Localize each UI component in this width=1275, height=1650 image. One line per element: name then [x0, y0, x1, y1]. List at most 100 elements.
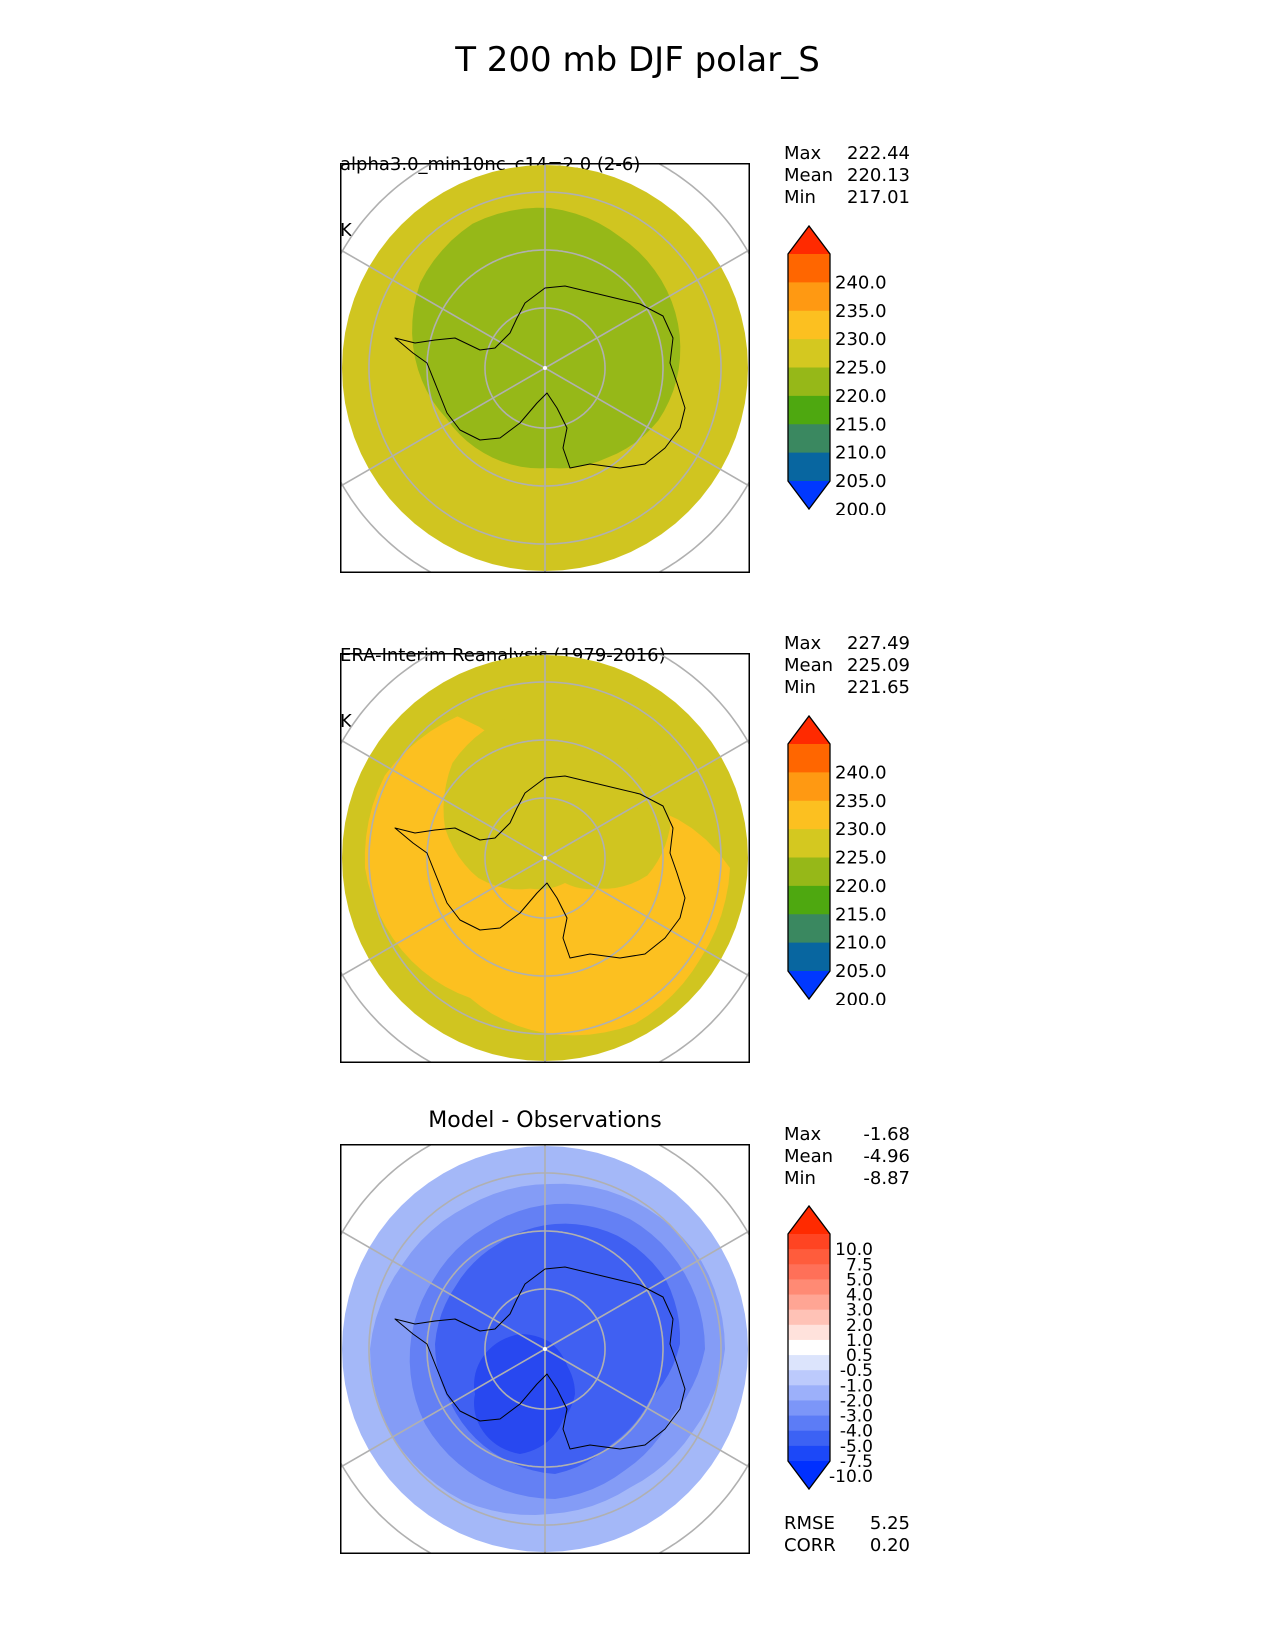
model-cb-tick-label: 215.0 — [835, 414, 887, 435]
obs-contour-band-2 — [443, 711, 670, 890]
diff-cb-color-segment-1 — [788, 1234, 830, 1250]
obs-cb-color-segment-3 — [788, 800, 830, 830]
diff-stats: Max -1.68 Mean -4.96 Min -8.87 — [784, 1124, 910, 1190]
diff-layers — [340, 1144, 750, 1554]
model-cb-extend-max-triangle — [788, 226, 830, 254]
model-latitude-circle-1 — [426, 249, 664, 487]
stat-value: -8.87 — [863, 1168, 910, 1189]
diff-cb-tick-label: -1.0 — [840, 1376, 873, 1396]
stat-label: Min — [784, 187, 816, 208]
obs-meridian-4 — [340, 857, 546, 978]
model-units: K — [340, 220, 352, 241]
diff-contour-band-4 — [474, 1334, 575, 1454]
diff-cb-tick-label: -5.0 — [840, 1437, 873, 1457]
obs-cb-color-segment-8 — [788, 942, 830, 972]
stat-value: 227.49 — [847, 633, 910, 654]
obs-cb-color-segment-1 — [788, 744, 830, 773]
diff-cb-extend-min-triangle — [788, 1461, 830, 1489]
diff-cb-tick-label: 3.0 — [846, 1301, 873, 1321]
stat-value: 0.20 — [869, 1535, 910, 1556]
model-polar-map — [340, 163, 750, 573]
model-cb-tick-label: 235.0 — [835, 301, 887, 322]
figure-title: T 200 mb DJF polar_S — [455, 40, 820, 80]
stat-label: Max — [784, 143, 822, 164]
diff-frame — [340, 1144, 750, 1554]
diff-cb-color-segment-5 — [788, 1294, 830, 1311]
stat-label: Max — [784, 633, 822, 654]
obs-cb-color-segment-6 — [788, 885, 830, 915]
model-meridian-4 — [340, 367, 546, 488]
model-cb-color-segment-5 — [788, 367, 830, 397]
obs-latitude-circle-2 — [368, 681, 722, 1035]
diff-cb-tick-label: 10.0 — [835, 1240, 873, 1260]
diff-meridian-5 — [340, 1229, 546, 1350]
diff-cb-color-segment-12 — [788, 1400, 830, 1417]
obs-cb-tick-label: 220.0 — [835, 876, 887, 897]
stat-value: -1.68 — [863, 1124, 910, 1145]
stat-value: 222.44 — [847, 143, 910, 164]
diff-cb-color-segment-13 — [788, 1415, 830, 1432]
diff-cb-tick-label: -0.5 — [840, 1361, 873, 1381]
obs-cb-extend-max-triangle — [788, 716, 830, 744]
model-cb-color-segment-3 — [788, 310, 830, 340]
model-layers — [340, 163, 750, 573]
model-cb-color-segment-1 — [788, 254, 830, 283]
obs-meridian-2 — [544, 857, 750, 978]
obs-cb-tick-label: 230.0 — [835, 819, 887, 840]
obs-cb-color-segment-2 — [788, 772, 830, 802]
stat-label: Mean — [784, 1146, 834, 1167]
diff-meridian-2 — [544, 1348, 750, 1469]
model-coastline — [394, 285, 686, 469]
model-pole-marker — [543, 366, 547, 370]
obs-polar-map — [340, 653, 750, 1063]
diff-pole-marker — [543, 1347, 547, 1351]
model-cb-color-segment-8 — [788, 452, 830, 482]
obs-cb-tick-label: 215.0 — [835, 904, 887, 925]
stat-label: Max — [784, 1124, 822, 1145]
stat-value: -4.96 — [863, 1146, 910, 1167]
diff-cb-outline — [787, 1204, 831, 1491]
obs-cb-tick-label: 210.0 — [835, 933, 887, 954]
stat-label: Min — [784, 1168, 816, 1189]
obs-latitude-circle-3 — [340, 653, 750, 1063]
diff-cb-tick-label: -2.0 — [840, 1391, 873, 1411]
stat-label: Mean — [784, 655, 834, 676]
model-frame — [340, 163, 750, 573]
obs-cb-color-segment-5 — [788, 857, 830, 887]
model-cb-tick-label: 200.0 — [835, 499, 887, 515]
obs-latitude-circle-1 — [426, 739, 664, 977]
diff-footer-stats: RMSE 5.25 CORR 0.20 — [784, 1513, 910, 1557]
obs-cb-color-segment-4 — [788, 829, 830, 858]
diff-cb-tick-label: 2.0 — [846, 1316, 873, 1336]
obs-pole-marker — [543, 856, 547, 860]
diff-cb-color-segment-11 — [788, 1385, 830, 1401]
diff-latitude-circle-2 — [368, 1172, 722, 1526]
stat-label: Min — [784, 677, 816, 698]
obs-layers — [340, 653, 750, 1063]
obs-cb-color-segment-7 — [788, 914, 830, 944]
model-stats: Max 222.44 Mean 220.13 Min 217.01 — [784, 143, 910, 209]
diff-colorbar: 10.07.55.04.03.02.01.00.5-0.5-1.0-2.0-3.… — [787, 1204, 873, 1491]
obs-cb-tick-label: 235.0 — [835, 791, 887, 812]
diff-cb-tick-label: 5.0 — [846, 1270, 873, 1290]
model-cb-color-segment-4 — [788, 339, 830, 368]
stat-value: 217.01 — [847, 187, 910, 208]
obs-meridian-5 — [340, 738, 546, 859]
diff-cb-color-segment-4 — [788, 1279, 830, 1296]
diff-panel-title: Model - Observations — [428, 1108, 662, 1133]
diff-latitude-circle-1 — [426, 1230, 664, 1468]
diff-cb-color-segment-2 — [788, 1249, 830, 1265]
model-contour-band-1 — [412, 207, 681, 469]
diff-cb-extend-max-triangle — [788, 1206, 830, 1234]
diff-cb-tick-label: 1.0 — [846, 1331, 873, 1351]
diff-cb-color-segment-6 — [788, 1309, 830, 1326]
diff-cb-color-segment-15 — [788, 1445, 830, 1462]
obs-cb-tick-label: 240.0 — [835, 762, 887, 783]
model-cb-color-segment-6 — [788, 395, 830, 425]
model-cb-tick-label: 230.0 — [835, 329, 887, 350]
model-meridian-5 — [340, 248, 546, 369]
stat-label: CORR — [784, 1535, 836, 1556]
stat-value: 225.09 — [847, 655, 910, 676]
diff-cb-tick-label: 7.5 — [846, 1255, 873, 1275]
obs-colorbar: 240.0 235.0 230.0 225.0 220.0 215.0 210.0 205.0… — [787, 714, 887, 1005]
